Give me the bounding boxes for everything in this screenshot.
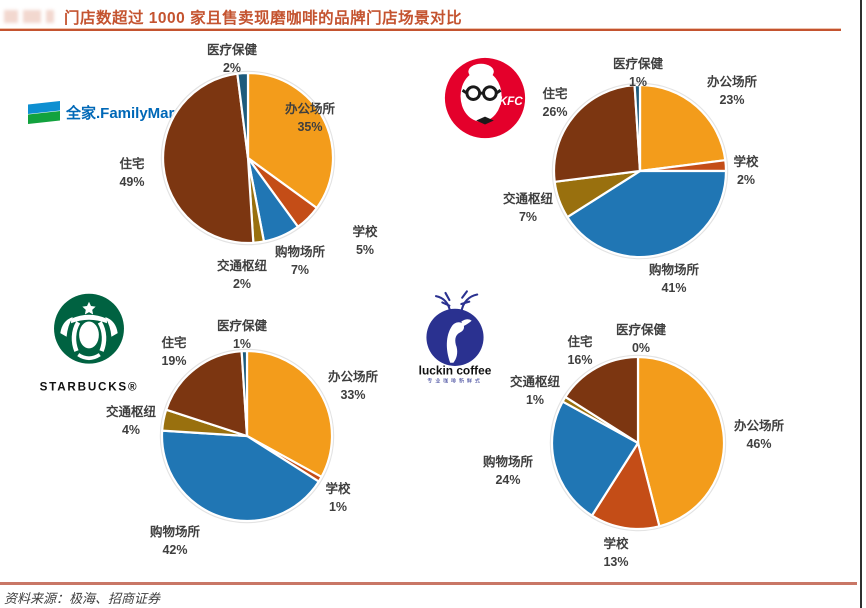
slice-value-residence: 26% <box>542 105 567 119</box>
slice-value-residence: 19% <box>161 354 186 368</box>
slice-label-healthcare: 医疗保健 <box>616 322 667 337</box>
starbucks-wordmark: STARBUCKS® <box>40 381 139 394</box>
slice-label-school: 学校 <box>325 481 351 496</box>
slice-value-healthcare: 1% <box>233 337 251 351</box>
slice-value-transport-hub: 7% <box>519 210 537 224</box>
pie-chart-starbucks: 办公场所 33% 学校 1% 购物场所 42% 交通枢纽 4% 住宅 19% 医疗保健 1% <box>60 315 450 603</box>
starbucks-logo: STARBUCKS® <box>33 291 145 400</box>
pie-rim <box>159 348 335 524</box>
pie-rim <box>549 354 727 532</box>
kfc-logo: KFC <box>440 55 530 150</box>
faded-glyph <box>4 10 18 23</box>
pie-chart-familymart: 办公场所 35% 学校 5% 购物场所 7% 交通枢纽 2% 住宅 49% 医疗保健 2% <box>60 40 450 330</box>
pie-slice-shopping-venue <box>160 429 320 523</box>
slice-value-shopping-venue: 24% <box>495 473 520 487</box>
pie-slice-residence <box>564 355 640 445</box>
slice-value-office: 46% <box>746 437 771 451</box>
slice-label-office: 办公场所 <box>734 418 785 433</box>
pie-slice-healthcare <box>240 349 249 438</box>
slice-label-transport-hub: 交通枢纽 <box>503 191 554 206</box>
slice-value-healthcare: 0% <box>632 341 650 355</box>
pie-slice-school <box>590 441 661 531</box>
page-title: 门店数超过 1000 家且售卖现磨咖啡的品牌门店场景对比 <box>64 10 463 27</box>
pie-chart-kfc: 办公场所 23% 学校 2% 购物场所 41% 交通枢纽 7% 住宅 26% 医疗保健 1% <box>460 40 860 330</box>
slice-label-office: 办公场所 <box>328 369 379 384</box>
slice-label-shopping-venue: 购物场所 <box>649 262 700 277</box>
siren-icon: STARBUCKS® <box>40 293 139 394</box>
pie-rim <box>551 82 729 260</box>
pie-slice-healthcare <box>236 71 250 160</box>
pie-slice-office <box>245 349 334 479</box>
slice-label-residence: 住宅 <box>567 334 593 349</box>
slice-value-transport-hub: 1% <box>526 393 544 407</box>
pie-svg: 办公场所 46% 学校 13% 购物场所 24% 交通枢纽 1% 住宅 16% 医疗保健 0% <box>483 322 785 569</box>
familymart-logo: 全家.FamilyMart. <box>28 101 184 124</box>
pie-slice-office <box>638 83 727 173</box>
slice-value-school: 1% <box>329 500 347 514</box>
slice-value-healthcare: 2% <box>223 61 241 75</box>
pie-svg: 办公场所 35% 学校 5% 购物场所 7% 交通枢纽 2% 住宅 49% 医疗保健 2% <box>119 42 378 291</box>
slice-value-school: 5% <box>356 243 374 257</box>
slice-value-office: 23% <box>719 93 744 107</box>
pie-slice-residence <box>161 72 255 245</box>
slice-value-office: 35% <box>297 120 322 134</box>
slice-label-residence: 住宅 <box>542 86 568 101</box>
slice-label-office: 办公场所 <box>707 74 758 89</box>
slice-value-school: 13% <box>603 555 628 569</box>
source-note: 资料来源：极海、招商证券 <box>4 591 161 606</box>
luckin-slogan: 专业咖啡新鲜式 <box>427 377 482 385</box>
slice-label-school: 学校 <box>603 536 629 551</box>
pie-slice-healthcare <box>633 83 642 173</box>
pie-slice-residence <box>165 350 249 438</box>
title-underline <box>0 29 841 31</box>
pie-slice-office <box>636 355 726 528</box>
pie-rim <box>160 70 336 246</box>
slice-value-school: 2% <box>737 173 755 187</box>
slice-value-office: 33% <box>340 388 365 402</box>
colonel-icon: KFC <box>444 57 526 139</box>
slice-label-healthcare: 医疗保健 <box>217 318 268 333</box>
faded-caption-artifact <box>4 10 60 23</box>
slice-value-shopping-venue: 42% <box>162 543 187 557</box>
slice-value-shopping-venue: 41% <box>661 281 686 295</box>
slice-label-office: 办公场所 <box>285 101 336 116</box>
title-underline-light <box>0 28 841 29</box>
slice-value-residence: 16% <box>567 353 592 367</box>
slice-value-shopping-venue: 7% <box>291 263 309 277</box>
source-divider <box>0 582 857 585</box>
page-right-border <box>860 0 862 608</box>
familymart-wordmark: 全家.FamilyMart. <box>66 105 184 122</box>
faded-glyph <box>23 10 41 23</box>
faded-glyph <box>46 10 54 23</box>
pie-slice-residence <box>552 84 642 183</box>
slice-label-shopping-venue: 购物场所 <box>275 244 326 259</box>
slice-label-healthcare: 医疗保健 <box>613 56 664 71</box>
slice-label-residence: 住宅 <box>161 335 187 350</box>
slice-value-residence: 49% <box>119 175 144 189</box>
pie-slice-shopping-venue <box>550 400 640 517</box>
slice-label-shopping-venue: 购物场所 <box>483 454 534 469</box>
slice-value-healthcare: 1% <box>629 75 647 89</box>
slice-label-transport-hub: 交通枢纽 <box>217 258 268 273</box>
pie-slice-office <box>246 71 335 210</box>
slice-label-residence: 住宅 <box>119 156 145 171</box>
slice-label-healthcare: 医疗保健 <box>207 42 258 57</box>
pie-chart-luckin: 办公场所 46% 学校 13% 购物场所 24% 交通枢纽 1% 住宅 16% 医疗保健 0% <box>460 315 860 607</box>
kfc-wordmark: KFC <box>499 95 524 108</box>
luckin-wordmark: luckin coffee <box>419 364 492 378</box>
pie-svg: 办公场所 33% 学校 1% 购物场所 42% 交通枢纽 4% 住宅 19% 医疗保健 1% <box>106 318 379 557</box>
slice-label-school: 学校 <box>733 154 759 169</box>
deer-icon: luckin coffee 专业咖啡新鲜式 <box>419 290 492 385</box>
familymart-flag-icon <box>28 101 60 124</box>
slice-label-transport-hub: 交通枢纽 <box>106 404 157 419</box>
slice-value-transport-hub: 4% <box>122 423 140 437</box>
slice-value-transport-hub: 2% <box>233 277 251 291</box>
slice-label-shopping-venue: 购物场所 <box>150 524 201 539</box>
luckin-logo: luckin coffee 专业咖啡新鲜式 <box>401 285 509 390</box>
pie-svg: 办公场所 23% 学校 2% 购物场所 41% 交通枢纽 7% 住宅 26% 医疗保健 1% <box>503 56 759 295</box>
slice-label-school: 学校 <box>352 224 378 239</box>
slice-label-transport-hub: 交通枢纽 <box>510 374 561 389</box>
